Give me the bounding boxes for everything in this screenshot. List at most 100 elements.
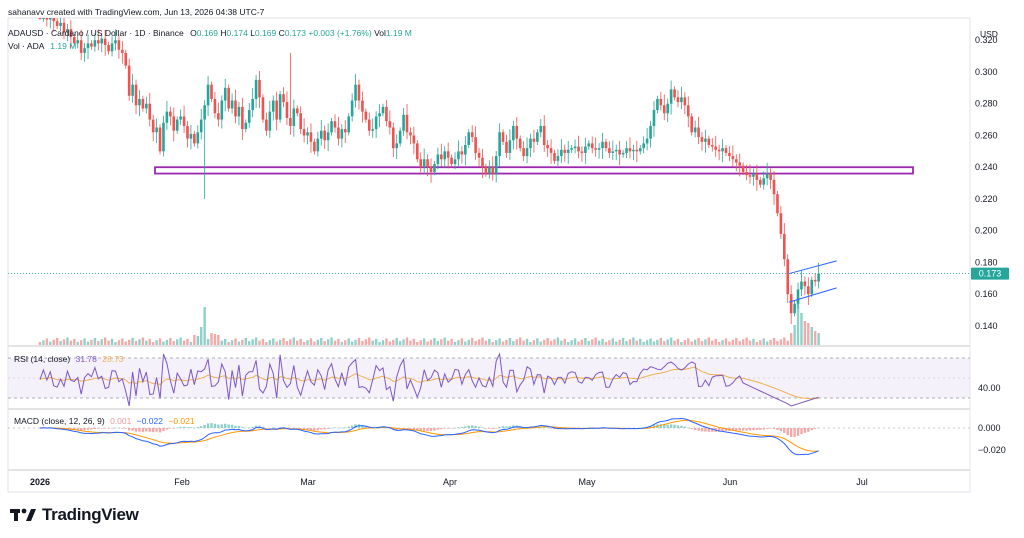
volume-bar: [532, 340, 536, 345]
volume-bar: [378, 342, 381, 345]
candle-body: [704, 138, 707, 142]
x-tick-label: Jun: [723, 477, 738, 487]
macd-hist-bar: [663, 424, 666, 428]
macd-hist-bar: [392, 428, 395, 430]
macd-hist-bar: [481, 427, 484, 429]
volume-bar: [669, 337, 673, 345]
macd-hist-bar: [433, 428, 436, 431]
volume-bar: [292, 337, 296, 345]
candle-body: [508, 140, 512, 153]
volume-bar: [700, 341, 704, 345]
volume-bar: [745, 337, 748, 345]
macd-hist-bar: [220, 424, 223, 428]
macd-hist-bar: [347, 426, 350, 428]
volume-bar: [446, 340, 450, 345]
macd-hist-bar: [86, 428, 90, 430]
candle-body: [484, 167, 488, 174]
macd-hist-bar: [813, 428, 817, 429]
macd-hist-bar: [704, 428, 707, 432]
rsi-legend[interactable]: RSI (14, close) 31.78 28.73: [14, 354, 124, 364]
volume-legend[interactable]: Vol · ADA 1.19 M: [8, 41, 77, 51]
price-badge-label: 0.173: [979, 269, 1002, 279]
symbol-line[interactable]: ADAUSD · Cardano / US Dollar · 1D · Bina…: [8, 28, 412, 38]
rsi-line: [39, 352, 819, 407]
volume-bar: [162, 341, 165, 345]
symbol-title[interactable]: ADAUSD · Cardano / US Dollar · 1D · Bina…: [8, 28, 184, 38]
volume-bar: [385, 338, 388, 345]
candle-body: [79, 40, 83, 53]
candle-body: [700, 137, 704, 142]
price-channel: [789, 260, 837, 303]
macd-hist-bar: [265, 428, 268, 429]
macd-hist-bar: [700, 428, 704, 432]
x-tick-label: Mar: [300, 477, 316, 487]
macd-hist-bar: [268, 428, 272, 429]
volume-bar: [224, 338, 227, 345]
volume-bar: [145, 340, 148, 345]
axes: 0.320 0.300 0.280 0.260 0.240 0.220 0.200 0.180…: [8, 35, 1009, 487]
candle-body: [223, 87, 227, 101]
volume-bar: [59, 341, 62, 345]
candle-body: [395, 143, 399, 149]
macd-hist-bar: [690, 428, 693, 430]
candle-body: [59, 22, 62, 26]
macd-hist-bar: [100, 428, 103, 429]
candle-body: [247, 110, 251, 123]
candle-body: [278, 94, 282, 120]
volume-bar: [299, 338, 302, 345]
candle-body: [652, 110, 656, 126]
volume-bar: [419, 340, 422, 345]
macd-hist-bar: [697, 428, 700, 431]
candle-body: [697, 127, 700, 138]
candle-body: [265, 119, 268, 131]
macd-hist-bar: [103, 428, 107, 429]
volume-bar: [457, 340, 460, 345]
candle-body: [127, 65, 131, 96]
candle-body: [518, 138, 522, 149]
volume-bar: [148, 338, 151, 345]
candle-body: [69, 29, 73, 38]
macd-legend[interactable]: MACD (close, 12, 26, 9) 0.001 −0.022 −0.…: [14, 416, 195, 426]
macd-hist-bar: [337, 427, 340, 429]
candle-body: [409, 132, 412, 136]
candle-body: [659, 98, 663, 106]
macd-hist-bar: [165, 428, 169, 430]
candle-body: [237, 106, 241, 117]
candle-body: [138, 98, 141, 106]
tradingview-logo-icon: [10, 508, 36, 521]
volume-bar: [278, 339, 282, 345]
volume-bar: [519, 337, 522, 345]
macd-hist-bar: [673, 424, 676, 428]
volume-bar: [158, 338, 162, 345]
volume-bar: [227, 342, 230, 345]
candle-body: [419, 159, 423, 168]
volume-bar: [584, 337, 587, 345]
volume-bar: [296, 340, 299, 345]
macd-hist-bar: [721, 428, 724, 432]
volume-bar: [282, 337, 285, 345]
macd-hist-bar: [320, 428, 323, 430]
volume-bar: [316, 339, 320, 345]
candle-body: [680, 97, 683, 103]
macd-hist-bar: [759, 428, 762, 430]
candle-body: [512, 125, 515, 141]
candle-body: [580, 151, 584, 153]
macd-hist-bar: [488, 428, 491, 429]
candle-body: [810, 279, 814, 295]
candle-body: [731, 156, 735, 160]
candle-body: [206, 84, 210, 106]
volume-bar: [601, 338, 604, 345]
macd-tick-label: 0.000: [978, 423, 1001, 433]
volume-bar: [100, 339, 103, 345]
volume-bar: [628, 339, 632, 345]
volume-bar: [769, 339, 772, 345]
candle-body: [103, 38, 107, 45]
macd-hist-bar: [90, 428, 93, 430]
volume-bar: [217, 335, 220, 345]
candle-body: [488, 167, 491, 174]
macd-hist-bar: [440, 428, 443, 430]
candle-body: [148, 103, 152, 120]
volume-bar: [615, 341, 618, 345]
candle-body: [604, 141, 608, 149]
